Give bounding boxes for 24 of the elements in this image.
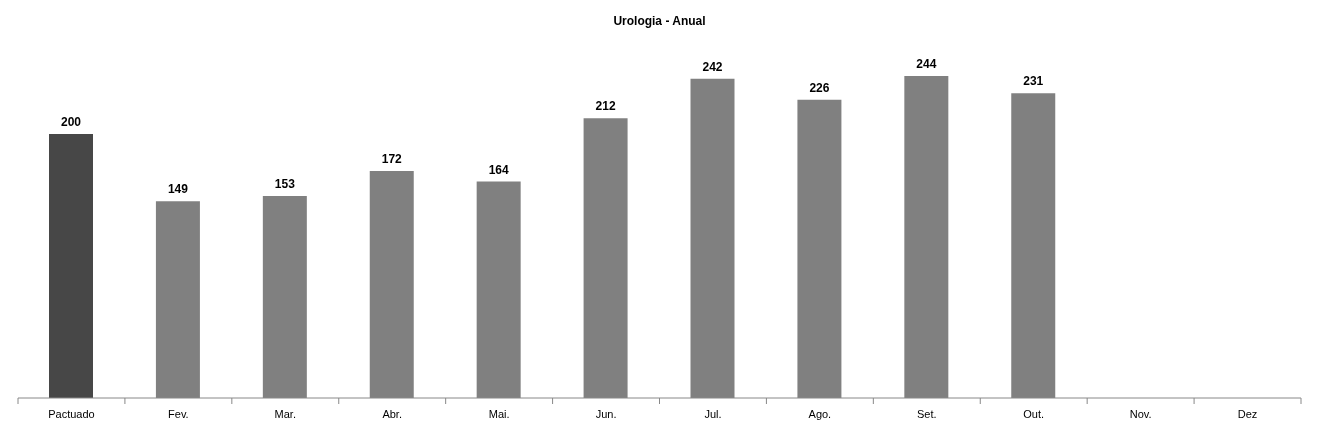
data-label: 149 xyxy=(167,182,189,197)
x-tick-label: Mar. xyxy=(274,408,296,420)
x-tick-label: Jul. xyxy=(704,408,722,420)
x-tick-label: Set. xyxy=(917,408,937,420)
data-label: 200 xyxy=(60,115,82,130)
x-tick-label: Nov. xyxy=(1129,408,1152,420)
x-tick-label: Pactuado xyxy=(48,408,95,420)
bar xyxy=(49,134,93,398)
x-tick-label: Mai. xyxy=(488,408,510,420)
data-label: 244 xyxy=(916,57,937,71)
x-tick-label: Ago. xyxy=(808,408,832,420)
data-label: 231 xyxy=(1023,74,1044,89)
chart-title: Urologia - Anual xyxy=(612,13,707,30)
x-tick-label: Abr. xyxy=(382,408,402,420)
x-tick-label: Fev. xyxy=(168,408,189,420)
data-label: 242 xyxy=(702,59,723,74)
data-label: 172 xyxy=(381,152,403,167)
data-label: 164 xyxy=(488,162,509,177)
data-label: 153 xyxy=(274,177,296,192)
x-tick-label: Dez xyxy=(1237,408,1258,420)
data-label: 226 xyxy=(809,80,830,95)
x-tick-label: Out. xyxy=(1023,408,1045,420)
data-label: 212 xyxy=(595,99,616,114)
x-tick-label: Jun. xyxy=(595,408,617,420)
